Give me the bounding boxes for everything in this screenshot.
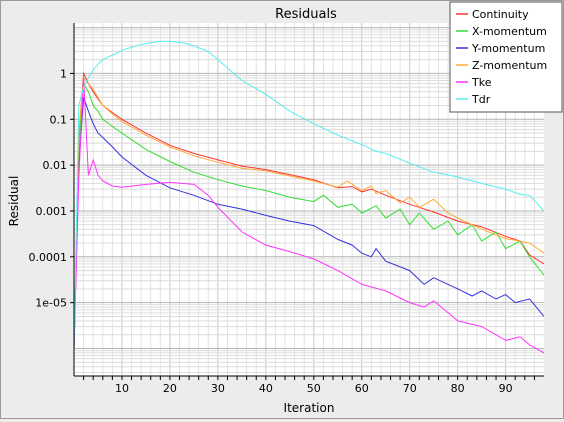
legend-box bbox=[449, 1, 563, 113]
legend-entry-y-momentum: Y-momentum bbox=[471, 42, 545, 55]
x-tick-label: 90 bbox=[499, 382, 513, 395]
legend-entry-z-momentum: Z-momentum bbox=[472, 59, 547, 72]
series-line-tke bbox=[73, 77, 545, 354]
legend: Continuity X-momentum Y-momentum Z-momentum… bbox=[449, 1, 563, 113]
x-axis-label: Iteration bbox=[284, 401, 335, 415]
x-tick-label: 10 bbox=[115, 382, 129, 395]
y-tick-label: 0.001 bbox=[36, 205, 68, 218]
series-line-tdr bbox=[73, 40, 545, 349]
x-tick-label: 50 bbox=[307, 382, 321, 395]
series-line-y-momentum bbox=[73, 97, 545, 349]
legend-entry-tdr: Tdr bbox=[471, 93, 491, 106]
y-tick-label: 0.1 bbox=[50, 113, 68, 126]
y-tick-label: 0.0001 bbox=[29, 251, 68, 264]
y-axis-label: Residual bbox=[7, 176, 21, 227]
legend-entry-x-momentum: X-momentum bbox=[472, 25, 547, 38]
axes: 10 20 30 40 50 60 70 80 90 1 0.1 0.01 0.001 0.0001 1e-… bbox=[29, 23, 544, 395]
y-tick-label: 1e-05 bbox=[35, 297, 67, 310]
x-tick-label: 30 bbox=[211, 382, 225, 395]
legend-entry-tke: Tke bbox=[471, 76, 492, 89]
legend-entry-continuity: Continuity bbox=[472, 8, 529, 21]
series-line-continuity bbox=[73, 71, 545, 349]
x-tick-label: 60 bbox=[355, 382, 369, 395]
x-tick-label: 70 bbox=[403, 382, 417, 395]
series-line-z-momentum bbox=[73, 76, 545, 349]
chart-title: Residuals bbox=[275, 7, 337, 22]
x-tick-label: 80 bbox=[451, 382, 465, 395]
series-line-x-momentum bbox=[73, 81, 545, 349]
x-tick-label: 20 bbox=[163, 382, 177, 395]
y-tick-label: 0.01 bbox=[43, 159, 68, 172]
x-tick-label: 40 bbox=[259, 382, 273, 395]
grid-lines bbox=[74, 23, 544, 376]
y-tick-label: 1 bbox=[60, 67, 67, 80]
series-layer bbox=[73, 40, 545, 354]
